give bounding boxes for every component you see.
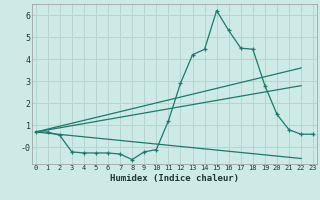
- X-axis label: Humidex (Indice chaleur): Humidex (Indice chaleur): [110, 174, 239, 183]
